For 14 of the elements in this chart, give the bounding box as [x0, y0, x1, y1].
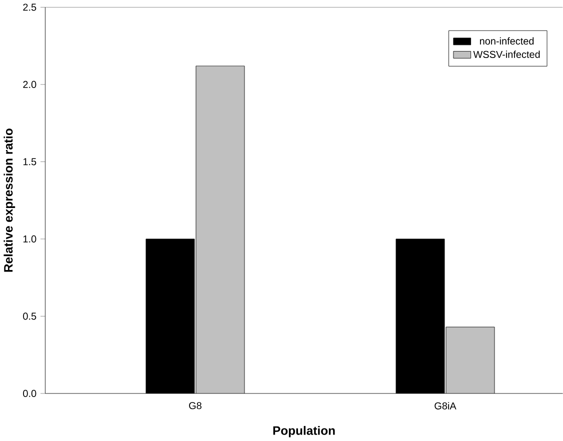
legend-label: non-infected [480, 37, 534, 45]
y-tick-label: 2.5 [23, 4, 36, 11]
y-tick-label: 2.0 [23, 80, 36, 88]
y-tick-label: 0.0 [23, 390, 36, 397]
bar [446, 326, 495, 394]
y-tick-label: 1.5 [23, 158, 36, 166]
y-tick-label: 1.0 [23, 235, 36, 243]
x-tick-label: G8iA [434, 402, 456, 410]
legend-label: WSSV-infected [473, 50, 540, 58]
x-axis-title: Population [273, 426, 335, 438]
bar [196, 66, 244, 394]
x-tick-label: G8 [189, 402, 202, 410]
y-axis-title: Relative expression ratio [4, 128, 16, 272]
y-tick-label: 0.5 [23, 312, 36, 320]
